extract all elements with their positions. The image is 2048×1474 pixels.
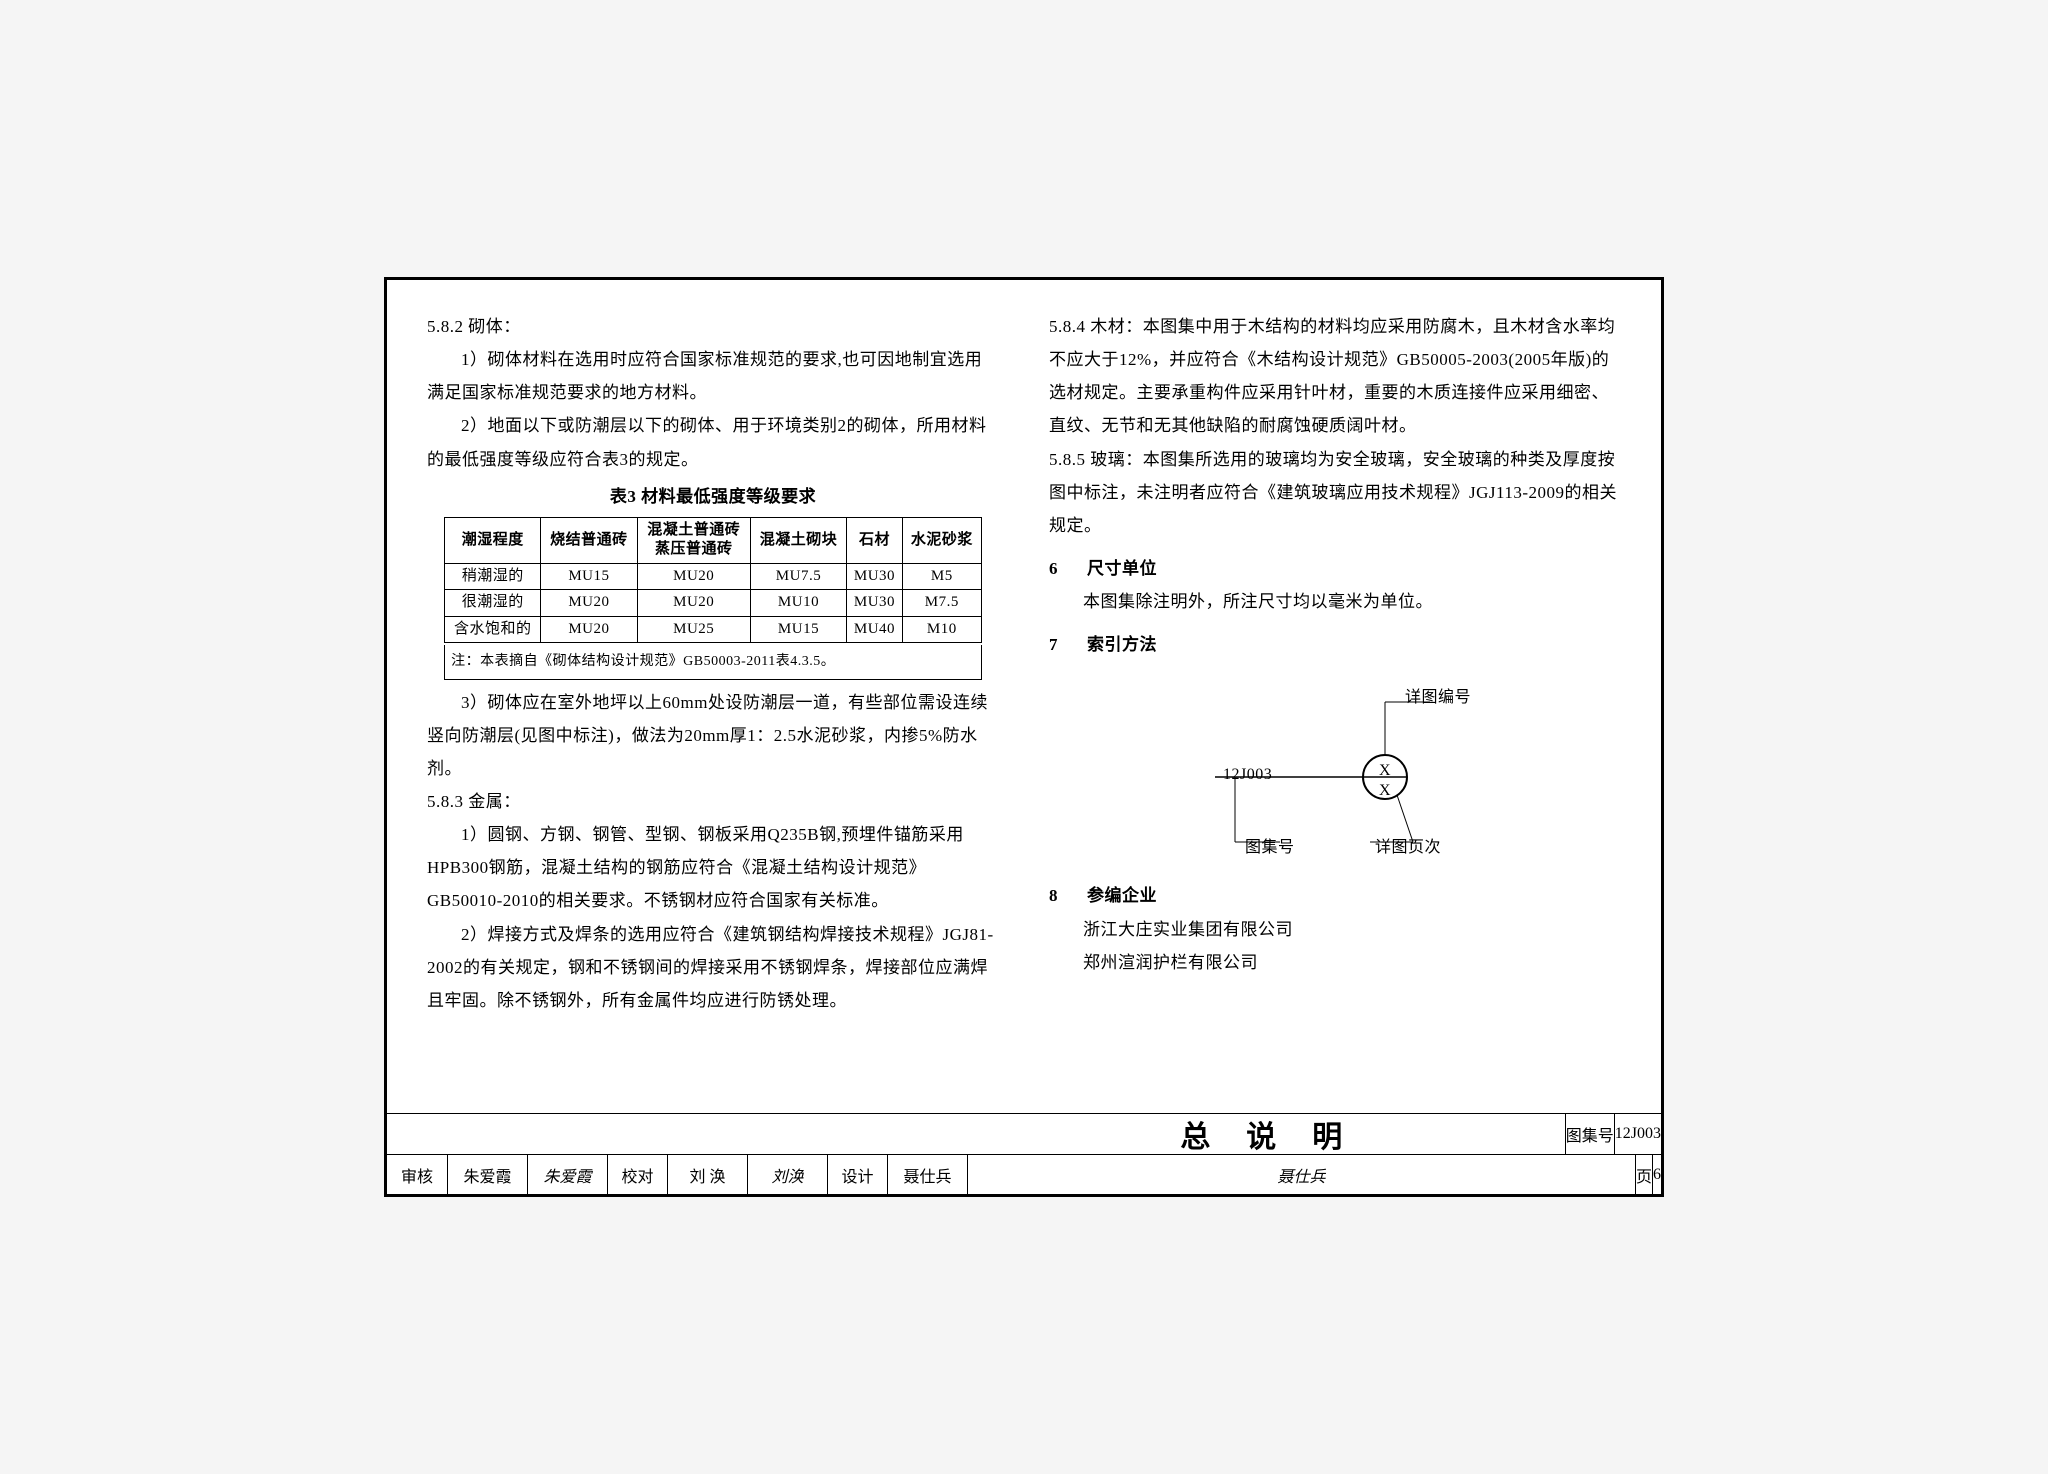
- table-cell: MU10: [750, 590, 846, 617]
- table-cell: MU7.5: [750, 563, 846, 590]
- section-8-num: 8: [1049, 879, 1069, 912]
- diagram-atlas-code: 12J003: [1223, 759, 1272, 790]
- table3-note: 注：本表摘自《砌体结构设计规范》GB50003-2011表4.3.5。: [444, 645, 982, 679]
- design-signature: 聂仕兵: [967, 1155, 1635, 1194]
- section-7-num: 7: [1049, 628, 1069, 661]
- section-7-head: 7 索引方法: [1049, 628, 1621, 661]
- table-cell: M5: [902, 563, 981, 590]
- table-cell: MU20: [541, 616, 637, 643]
- table-cell: MU20: [637, 563, 750, 590]
- section-8-title: 参编企业: [1087, 879, 1157, 912]
- heading-583: 5.8.3 金属：: [427, 785, 999, 818]
- para-582-1: 1）砌体材料在选用时应符合国家标准规范的要求,也可因地制宜选用满足国家标准规范要…: [427, 343, 999, 409]
- check-name: 刘 涣: [667, 1155, 747, 1194]
- table3-header: 烧结普通砖: [541, 517, 637, 563]
- table3-title: 表3 材料最低强度等级要求: [427, 480, 999, 513]
- table-row: 很潮湿的MU20MU20MU10MU30M7.5: [445, 590, 982, 617]
- para-583-1: 1）圆钢、方钢、钢管、型钢、钢板采用Q235B钢,预埋件锚筋采用HPB300钢筋…: [427, 818, 999, 917]
- table-cell: MU20: [541, 590, 637, 617]
- section-7-title: 索引方法: [1087, 628, 1157, 661]
- table-cell: MU40: [847, 616, 903, 643]
- section-6-body: 本图集除注明外，所注尺寸均以毫米为单位。: [1049, 585, 1621, 618]
- para-584: 5.8.4 木材：本图集中用于木结构的材料均应采用防腐木，且木材含水率均不应大于…: [1049, 310, 1621, 443]
- title-block: 总说明 图集号 12J003 审核 朱爱霞 朱爱霞 校对 刘 涣 刘涣 设计 聂…: [387, 1113, 1661, 1194]
- diagram-x-bot: X: [1379, 775, 1391, 806]
- diagram-lbl-detail-no: 详图编号: [1405, 682, 1471, 713]
- content-area: 5.8.2 砌体： 1）砌体材料在选用时应符合国家标准规范的要求,也可因地制宜选…: [427, 310, 1621, 1113]
- table-cell: 很潮湿的: [445, 590, 541, 617]
- review-signature: 朱爱霞: [527, 1155, 607, 1194]
- table-cell: MU30: [847, 563, 903, 590]
- table-cell: MU20: [637, 590, 750, 617]
- table3-header: 混凝土普通砖 蒸压普通砖: [637, 517, 750, 563]
- drawing-title: 总说明: [958, 1114, 1565, 1154]
- company-1: 浙江大庄实业集团有限公司: [1049, 913, 1621, 946]
- check-label: 校对: [607, 1155, 667, 1194]
- table3: 潮湿程度烧结普通砖混凝土普通砖 蒸压普通砖混凝土砌块石材水泥砂浆 稍潮湿的MU1…: [444, 517, 982, 644]
- atlas-value: 12J003: [1614, 1114, 1661, 1154]
- table3-header: 水泥砂浆: [902, 517, 981, 563]
- design-label: 设计: [827, 1155, 887, 1194]
- section-8-head: 8 参编企业: [1049, 879, 1621, 912]
- diagram-lbl-detail-page: 详图页次: [1375, 832, 1441, 863]
- table3-header: 混凝土砌块: [750, 517, 846, 563]
- drawing-page: 5.8.2 砌体： 1）砌体材料在选用时应符合国家标准规范的要求,也可因地制宜选…: [384, 277, 1664, 1197]
- table3-header: 潮湿程度: [445, 517, 541, 563]
- table-cell: MU25: [637, 616, 750, 643]
- section-6-title: 尺寸单位: [1087, 552, 1157, 585]
- heading-582: 5.8.2 砌体：: [427, 310, 999, 343]
- table3-header: 石材: [847, 517, 903, 563]
- table-cell: MU15: [541, 563, 637, 590]
- section-6-num: 6: [1049, 552, 1069, 585]
- review-name: 朱爱霞: [447, 1155, 527, 1194]
- table-cell: MU15: [750, 616, 846, 643]
- table-cell: MU30: [847, 590, 903, 617]
- table-row: 含水饱和的MU20MU25MU15MU40M10: [445, 616, 982, 643]
- page-label: 页: [1635, 1155, 1652, 1194]
- table-cell: M10: [902, 616, 981, 643]
- para-582-2: 2）地面以下或防潮层以下的砌体、用于环境类别2的砌体，所用材料的最低强度等级应符…: [427, 409, 999, 475]
- title-spacer: [387, 1114, 958, 1154]
- table-cell: 稍潮湿的: [445, 563, 541, 590]
- table-cell: M7.5: [902, 590, 981, 617]
- atlas-label: 图集号: [1565, 1114, 1614, 1154]
- design-name: 聂仕兵: [887, 1155, 967, 1194]
- check-signature: 刘涣: [747, 1155, 827, 1194]
- para-585: 5.8.5 玻璃：本图集所选用的玻璃均为安全玻璃，安全玻璃的种类及厚度按图中标注…: [1049, 443, 1621, 542]
- index-diagram: 12J003 X X 详图编号 图集号 详图页次: [1175, 667, 1495, 867]
- table-row: 稍潮湿的MU15MU20MU7.5MU30M5: [445, 563, 982, 590]
- left-column: 5.8.2 砌体： 1）砌体材料在选用时应符合国家标准规范的要求,也可因地制宜选…: [427, 310, 999, 1113]
- section-6-head: 6 尺寸单位: [1049, 552, 1621, 585]
- page-value: 6: [1652, 1155, 1661, 1194]
- right-column: 5.8.4 木材：本图集中用于木结构的材料均应采用防腐木，且木材含水率均不应大于…: [1049, 310, 1621, 1113]
- company-2: 郑州渲润护栏有限公司: [1049, 946, 1621, 979]
- table-cell: 含水饱和的: [445, 616, 541, 643]
- diagram-lbl-atlas: 图集号: [1245, 832, 1295, 863]
- para-583-2: 2）焊接方式及焊条的选用应符合《建筑钢结构焊接技术规程》JGJ81-2002的有…: [427, 918, 999, 1017]
- para-582-3: 3）砌体应在室外地坪以上60mm处设防潮层一道，有些部位需设连续竖向防潮层(见图…: [427, 686, 999, 785]
- review-label: 审核: [387, 1155, 447, 1194]
